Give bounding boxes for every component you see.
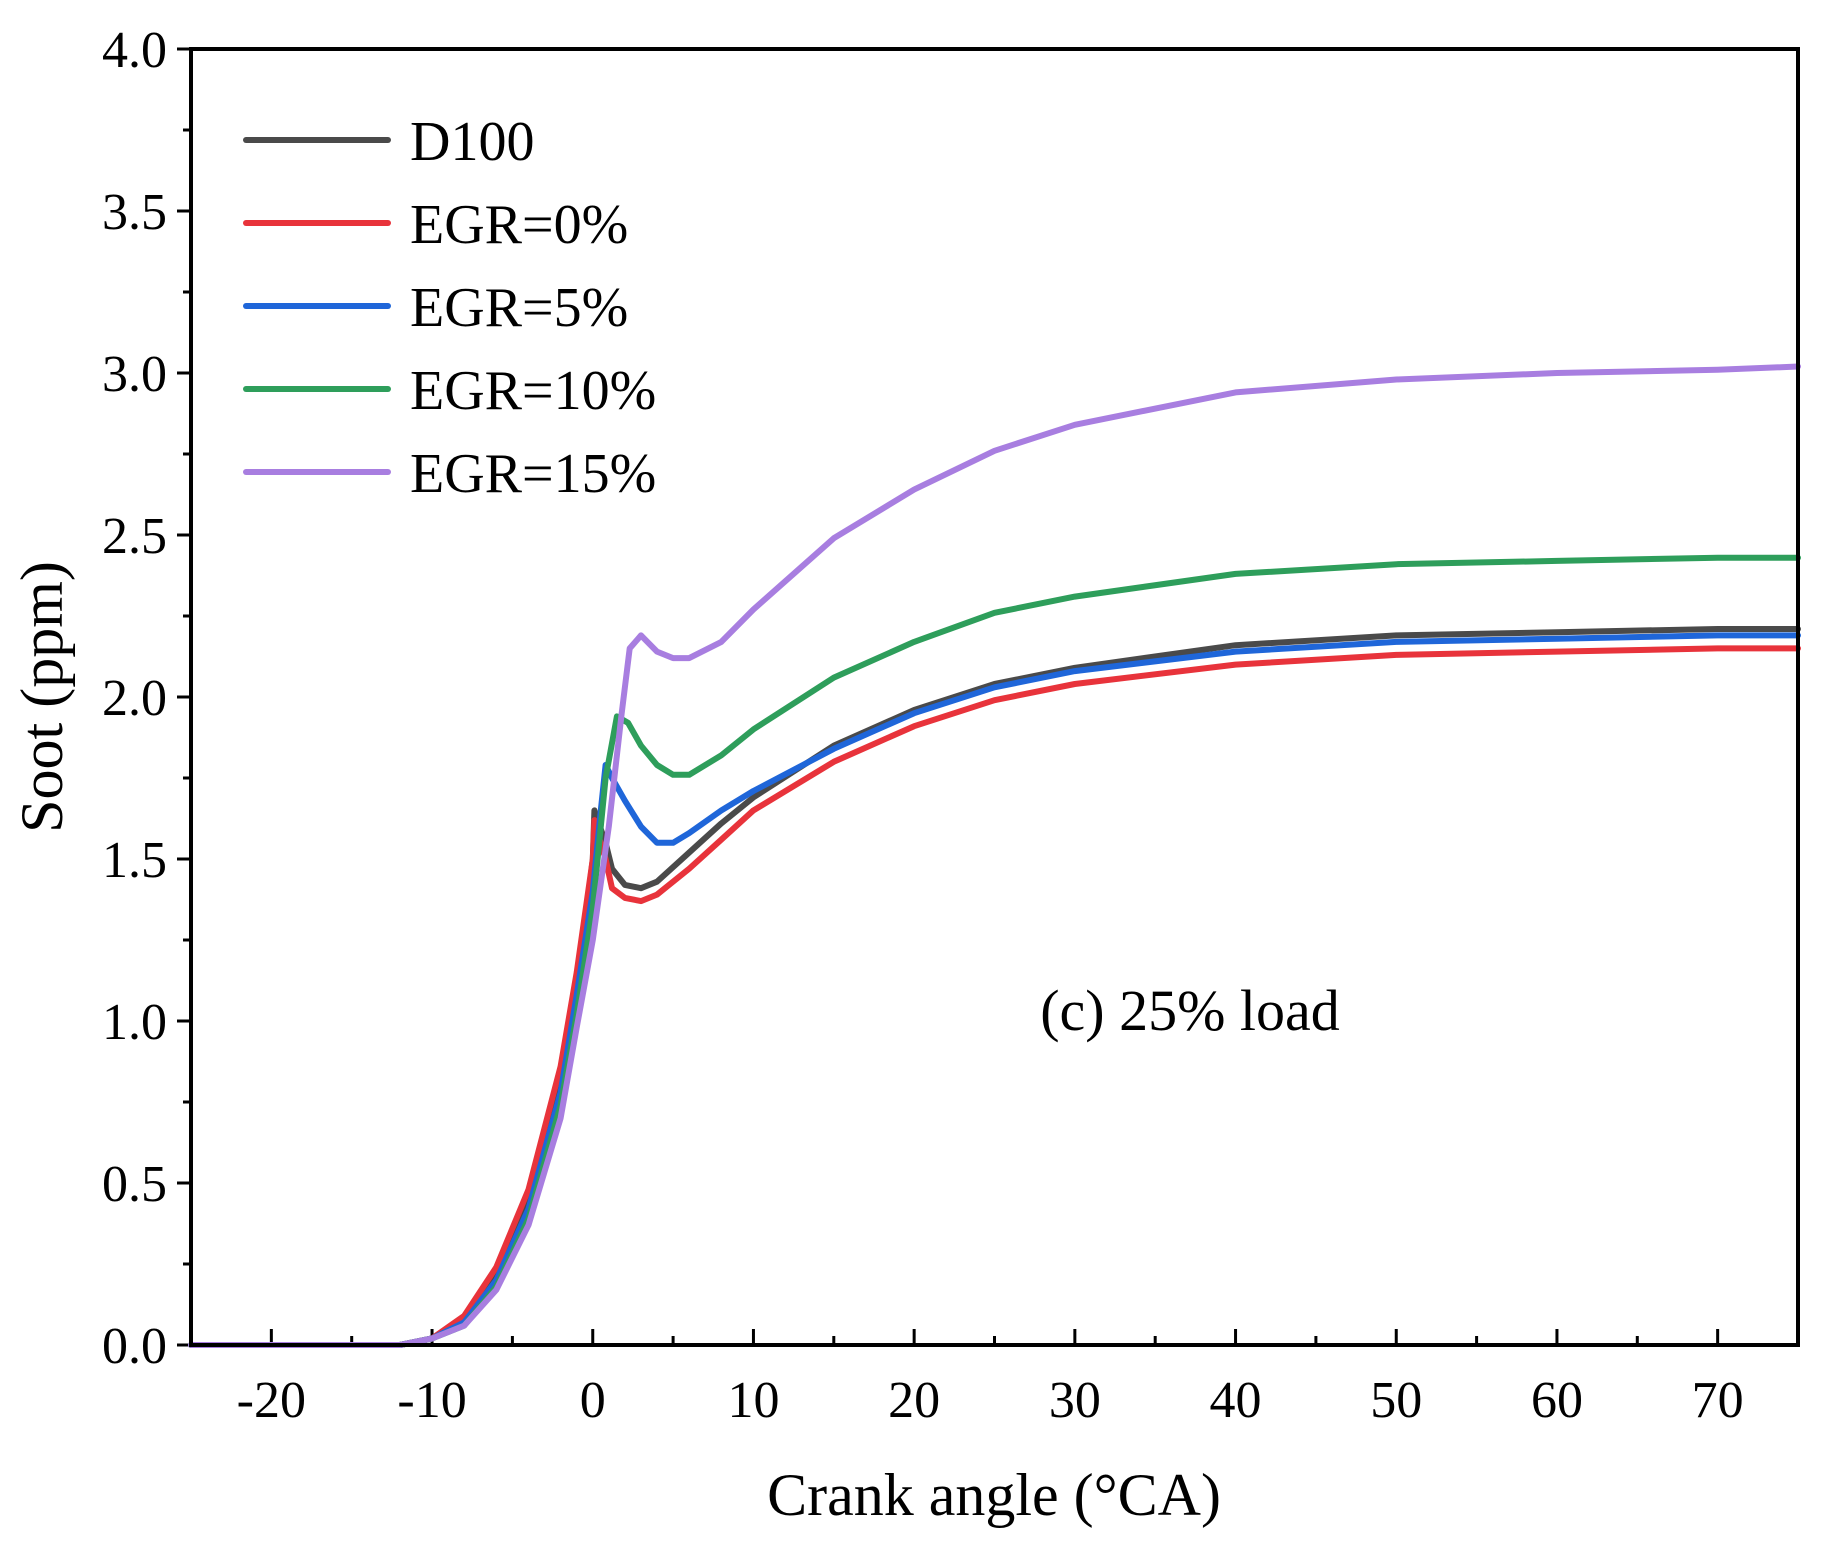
y-axis-title: Soot (ppm) — [9, 561, 75, 833]
x-tick-label: 60 — [1531, 1372, 1583, 1429]
x-tick-label: 40 — [1210, 1372, 1262, 1429]
series-egr-10- — [188, 554, 1801, 1348]
series-layer — [188, 363, 1801, 1348]
series-d100 — [188, 626, 1801, 1348]
y-tick-label: 1.0 — [102, 994, 167, 1051]
y-tick-label: 2.0 — [102, 670, 167, 727]
axis-ticks-layer: -20 -10 0 10 20 30 40 50 60 70 0.0 0.5 1.0 1.5 2.0 2.5 3… — [102, 22, 1800, 1429]
series-egr-0- — [188, 645, 1801, 1348]
x-tick-label: 70 — [1692, 1372, 1744, 1429]
y-tick-label: 0.5 — [102, 1156, 167, 1213]
y-tick-label: 4.0 — [102, 22, 167, 79]
x-tick-label: 30 — [1049, 1372, 1101, 1429]
y-tick-label: 1.5 — [102, 832, 167, 889]
x-tick-label: 0 — [580, 1372, 606, 1429]
legend-label: EGR=5% — [410, 277, 628, 339]
legend-label: D100 — [410, 111, 534, 173]
legend-label: EGR=10% — [410, 360, 656, 422]
x-tick-label: -10 — [397, 1372, 466, 1429]
y-tick-label: 0.0 — [102, 1318, 167, 1375]
plot-frame — [189, 47, 1800, 1347]
legend-label: EGR=0% — [410, 194, 628, 256]
x-tick-label: 10 — [727, 1372, 779, 1429]
x-axis-title: Crank angle (°CA) — [767, 1462, 1221, 1528]
x-tick-label: -20 — [237, 1372, 306, 1429]
series-egr-15- — [188, 363, 1801, 1348]
y-tick-label: 2.5 — [102, 508, 167, 565]
series-egr-5- — [188, 632, 1801, 1348]
x-tick-label: 50 — [1370, 1372, 1422, 1429]
x-tick-label: 20 — [888, 1372, 940, 1429]
legend: D100 EGR=0% EGR=5% EGR=10% EGR=15% — [243, 111, 656, 505]
legend-label: EGR=15% — [410, 443, 656, 505]
y-tick-label: 3.0 — [102, 346, 167, 403]
chart-annotation: (c) 25% load — [1040, 978, 1340, 1043]
y-tick-label: 3.5 — [102, 184, 167, 241]
